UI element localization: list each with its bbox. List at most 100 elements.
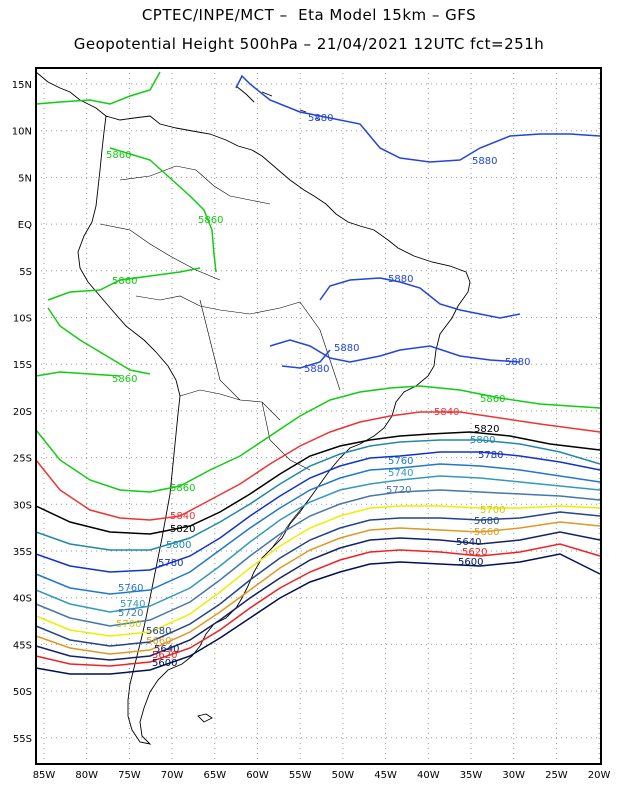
lon-label: 80W bbox=[75, 770, 98, 781]
contour-5600 bbox=[35, 553, 601, 675]
contour-5880-north bbox=[235, 74, 601, 163]
lat-label: 55S bbox=[13, 734, 32, 745]
lat-label: 10N bbox=[12, 127, 32, 138]
label-5860: 5860 bbox=[112, 276, 137, 287]
contour-5720 bbox=[35, 489, 601, 627]
label-5660: 5660 bbox=[146, 636, 171, 647]
contour-5740 bbox=[35, 475, 601, 613]
lat-label: 5N bbox=[18, 173, 32, 184]
label-5620: 5620 bbox=[462, 547, 487, 558]
map-title-line1: CPTEC/INPE/MCT – Eta Model 15km – GFS bbox=[141, 6, 477, 24]
label-5600: 5600 bbox=[458, 557, 483, 568]
label-5880: 5880 bbox=[334, 343, 359, 354]
label-5740: 5740 bbox=[388, 468, 413, 479]
lat-label: 35S bbox=[13, 547, 32, 558]
lon-label: 40W bbox=[417, 770, 440, 781]
label-5840: 5840 bbox=[434, 407, 459, 418]
lat-label: 45S bbox=[13, 640, 32, 651]
lat-label: 50S bbox=[13, 687, 32, 698]
label-5680: 5680 bbox=[474, 516, 499, 527]
lat-label: 25S bbox=[13, 454, 32, 465]
label-5860: 5860 bbox=[112, 374, 137, 385]
lon-label: 30W bbox=[502, 770, 525, 781]
label-5640: 5640 bbox=[456, 537, 481, 548]
label-5880: 5880 bbox=[388, 274, 413, 285]
label-5820: 5820 bbox=[170, 524, 195, 535]
lat-label: 5S bbox=[19, 267, 32, 278]
lat-lon-grid bbox=[36, 68, 601, 764]
contour-5660 bbox=[35, 521, 601, 655]
lon-label: 55W bbox=[289, 770, 312, 781]
label-5640: 5640 bbox=[154, 644, 179, 655]
label-5740: 5740 bbox=[120, 599, 145, 610]
lon-label: 65W bbox=[203, 770, 226, 781]
falkland-islands bbox=[197, 713, 213, 723]
label-5720: 5720 bbox=[118, 608, 143, 619]
label-5700: 5700 bbox=[116, 619, 141, 630]
contour-5800 bbox=[35, 439, 601, 551]
label-5880: 5880 bbox=[472, 156, 497, 167]
contour-5760 bbox=[35, 463, 601, 595]
contour-labels: 5880 5880 5880 5880 5880 5880 5860 5860 … bbox=[106, 113, 530, 669]
longitude-labels: 85W 80W 75W 70W 65W 60W 55W 50W 45W 40W 35W 30W 25W 2… bbox=[33, 770, 611, 781]
map-frame bbox=[35, 67, 602, 765]
map-title-line2: Geopotential Height 500hPa – 21/04/2021 … bbox=[73, 35, 545, 53]
lat-label: 10S bbox=[13, 314, 32, 325]
label-5820: 5820 bbox=[474, 424, 499, 435]
label-5720: 5720 bbox=[386, 485, 411, 496]
lon-label: 60W bbox=[246, 770, 269, 781]
label-5860: 5860 bbox=[480, 394, 505, 405]
contour-5640 bbox=[35, 531, 601, 661]
label-5800: 5800 bbox=[166, 540, 191, 551]
label-5880: 5880 bbox=[304, 364, 329, 375]
contour-5860-north bbox=[35, 71, 217, 301]
south-america-coast bbox=[77, 115, 471, 745]
contour-5620 bbox=[35, 543, 601, 667]
lon-label: 45W bbox=[374, 770, 397, 781]
label-5760: 5760 bbox=[388, 456, 413, 467]
central-america-coast bbox=[35, 71, 107, 117]
lat-label: 20S bbox=[13, 407, 32, 418]
label-5800: 5800 bbox=[470, 435, 495, 446]
label-5620: 5620 bbox=[152, 650, 177, 661]
latitude-labels: 15N 10N 5N EQ 5S 10S 15S 20S 25S 30S 35S 40S 45S 50S 5… bbox=[12, 80, 32, 745]
contour-5880-brazil bbox=[269, 277, 521, 369]
lon-label: 75W bbox=[118, 770, 141, 781]
label-5700: 5700 bbox=[480, 505, 505, 516]
continent-outline bbox=[35, 71, 471, 745]
contour-5840 bbox=[35, 411, 601, 521]
country-borders bbox=[99, 165, 341, 549]
label-5780: 5780 bbox=[478, 450, 503, 461]
label-5680: 5680 bbox=[146, 626, 171, 637]
label-5880: 5880 bbox=[308, 113, 333, 124]
lon-label: 50W bbox=[332, 770, 355, 781]
lat-label: 15S bbox=[13, 360, 32, 371]
lat-label: 40S bbox=[13, 594, 32, 605]
lon-label: 20W bbox=[588, 770, 611, 781]
contour-5680 bbox=[35, 511, 601, 647]
lat-label: EQ bbox=[18, 220, 32, 231]
label-5600: 5600 bbox=[152, 658, 177, 669]
label-5860: 5860 bbox=[170, 483, 195, 494]
lat-label: 15N bbox=[12, 80, 32, 91]
contour-5700 bbox=[35, 505, 601, 637]
contour-5860-west bbox=[35, 307, 151, 377]
contour-5780 bbox=[35, 451, 601, 573]
contour-5860-south bbox=[35, 385, 601, 493]
lon-label: 35W bbox=[460, 770, 483, 781]
lat-label: 30S bbox=[13, 500, 32, 511]
label-5860: 5860 bbox=[106, 150, 131, 161]
caribbean-islands bbox=[235, 85, 321, 121]
label-5780: 5780 bbox=[158, 558, 183, 569]
label-5660: 5660 bbox=[474, 527, 499, 538]
lon-label: 70W bbox=[161, 770, 184, 781]
lon-label: 85W bbox=[33, 770, 56, 781]
label-5760: 5760 bbox=[118, 583, 143, 594]
contour-5820 bbox=[35, 431, 601, 535]
label-5860: 5860 bbox=[198, 215, 223, 226]
lon-label: 25W bbox=[545, 770, 568, 781]
contour-lines bbox=[35, 71, 601, 675]
label-5880: 5880 bbox=[505, 357, 530, 368]
label-5840: 5840 bbox=[170, 511, 195, 522]
